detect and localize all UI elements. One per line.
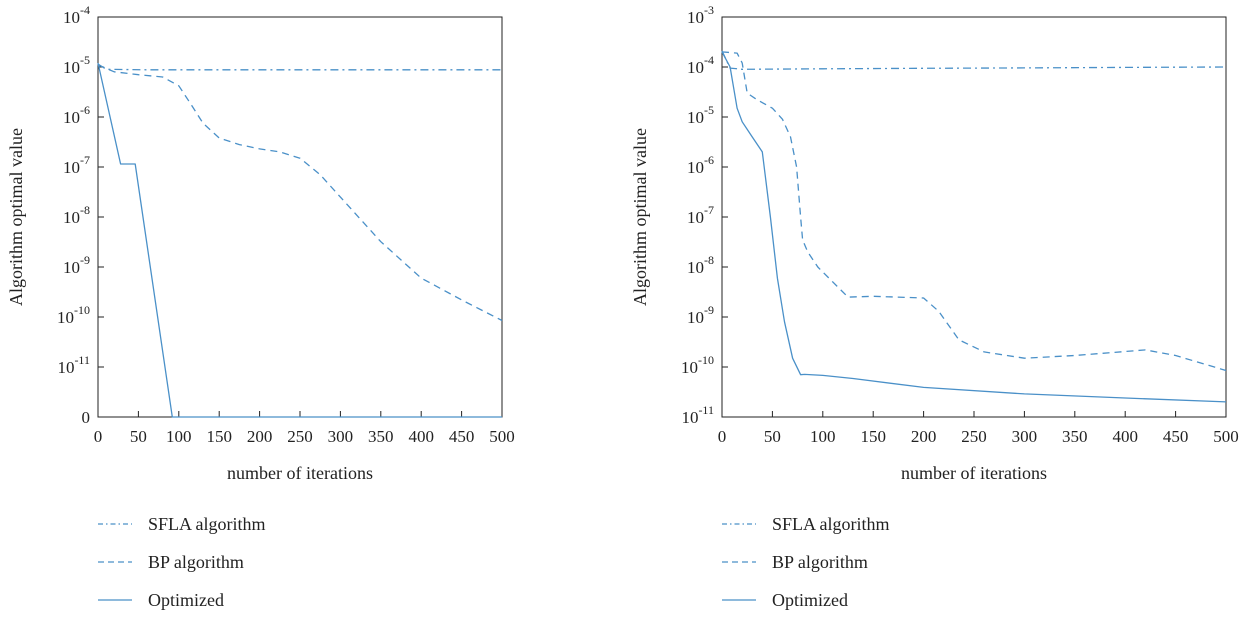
x-tick-label: 50: [764, 427, 781, 446]
x-tick-label: 350: [1062, 427, 1088, 446]
y-tick-label: 10-4: [687, 53, 714, 77]
x-axis-title: number of iterations: [901, 463, 1047, 483]
x-tick-label: 400: [1112, 427, 1138, 446]
x-tick-label: 350: [368, 427, 394, 446]
y-tick-label: 10-6: [687, 153, 714, 177]
x-tick-label: 0: [718, 427, 727, 446]
y-tick-label: 10-11: [57, 353, 90, 377]
x-tick-label: 500: [489, 427, 515, 446]
chart-panel-1: 0 50 100 150 200 250 300 350 400 450 500 0 10-11 10-1…: [6, 3, 515, 610]
legend-label: SFLA algorithm: [148, 514, 266, 534]
y-tick-label: 10-3: [687, 3, 714, 27]
y-tick-label: 10-6: [63, 103, 90, 127]
x-tick-label: 450: [1163, 427, 1189, 446]
x-tick-label: 200: [911, 427, 937, 446]
y-tick-label: 10-8: [687, 253, 714, 277]
x-tick-label: 100: [810, 427, 836, 446]
x-tick-label: 450: [449, 427, 475, 446]
legend-label: Optimized: [148, 590, 224, 610]
y-tick-label: 10-10: [57, 303, 90, 327]
series-line-optimized: [97, 62, 502, 418]
y-tick-label: 10-5: [63, 53, 90, 77]
y-tick-label: 10-5: [687, 103, 714, 127]
y-tick-label: 10-7: [687, 203, 714, 227]
x-tick-label: 100: [166, 427, 192, 446]
series-line-sfla-algorithm: [721, 50, 1227, 70]
y-tick-label: 10-11: [681, 403, 714, 427]
y-tick-label: 10-7: [63, 153, 90, 177]
x-tick-label: 50: [130, 427, 147, 446]
x-tick-label: 300: [1012, 427, 1038, 446]
plot-frame: [721, 16, 1227, 418]
series-line-optimized: [721, 51, 1227, 403]
x-tick-label: 250: [961, 427, 987, 446]
x-tick-label: 400: [408, 427, 434, 446]
legend-label: Optimized: [772, 590, 848, 610]
y-tick-label: 10-4: [63, 3, 90, 27]
x-axis-title: number of iterations: [227, 463, 373, 483]
x-tick-label: 200: [247, 427, 273, 446]
y-tick-label: 10-10: [681, 353, 714, 377]
legend: SFLA algorithm BP algorithm Optimized: [722, 514, 890, 610]
legend-label: BP algorithm: [772, 552, 868, 572]
legend-label: BP algorithm: [148, 552, 244, 572]
x-tick-label: 150: [860, 427, 886, 446]
x-tick-label: 0: [94, 427, 103, 446]
series-line-sfla-algorithm: [97, 63, 502, 71]
y-tick-label: 10-9: [63, 253, 90, 277]
series-line-bp-algorithm: [721, 51, 1227, 372]
chart-panel-2: 0 50 100 150 200 250 300 350 400 450 500 10-11 10-10…: [630, 3, 1239, 610]
series-line-bp-algorithm: [97, 64, 503, 322]
x-tick-label: 500: [1213, 427, 1239, 446]
y-tick-label: 10-8: [63, 203, 90, 227]
legend: SFLA algorithm BP algorithm Optimized: [98, 514, 266, 610]
y-tick-label: 10-9: [687, 303, 714, 327]
y-axis-title: Algorithm optimal value: [630, 128, 650, 306]
x-tick-label: 250: [287, 427, 313, 446]
legend-label: SFLA algorithm: [772, 514, 890, 534]
y-tick-label: 0: [82, 408, 91, 427]
x-tick-label: 150: [206, 427, 232, 446]
y-axis-title: Algorithm optimal value: [6, 128, 26, 306]
x-tick-label: 300: [328, 427, 354, 446]
